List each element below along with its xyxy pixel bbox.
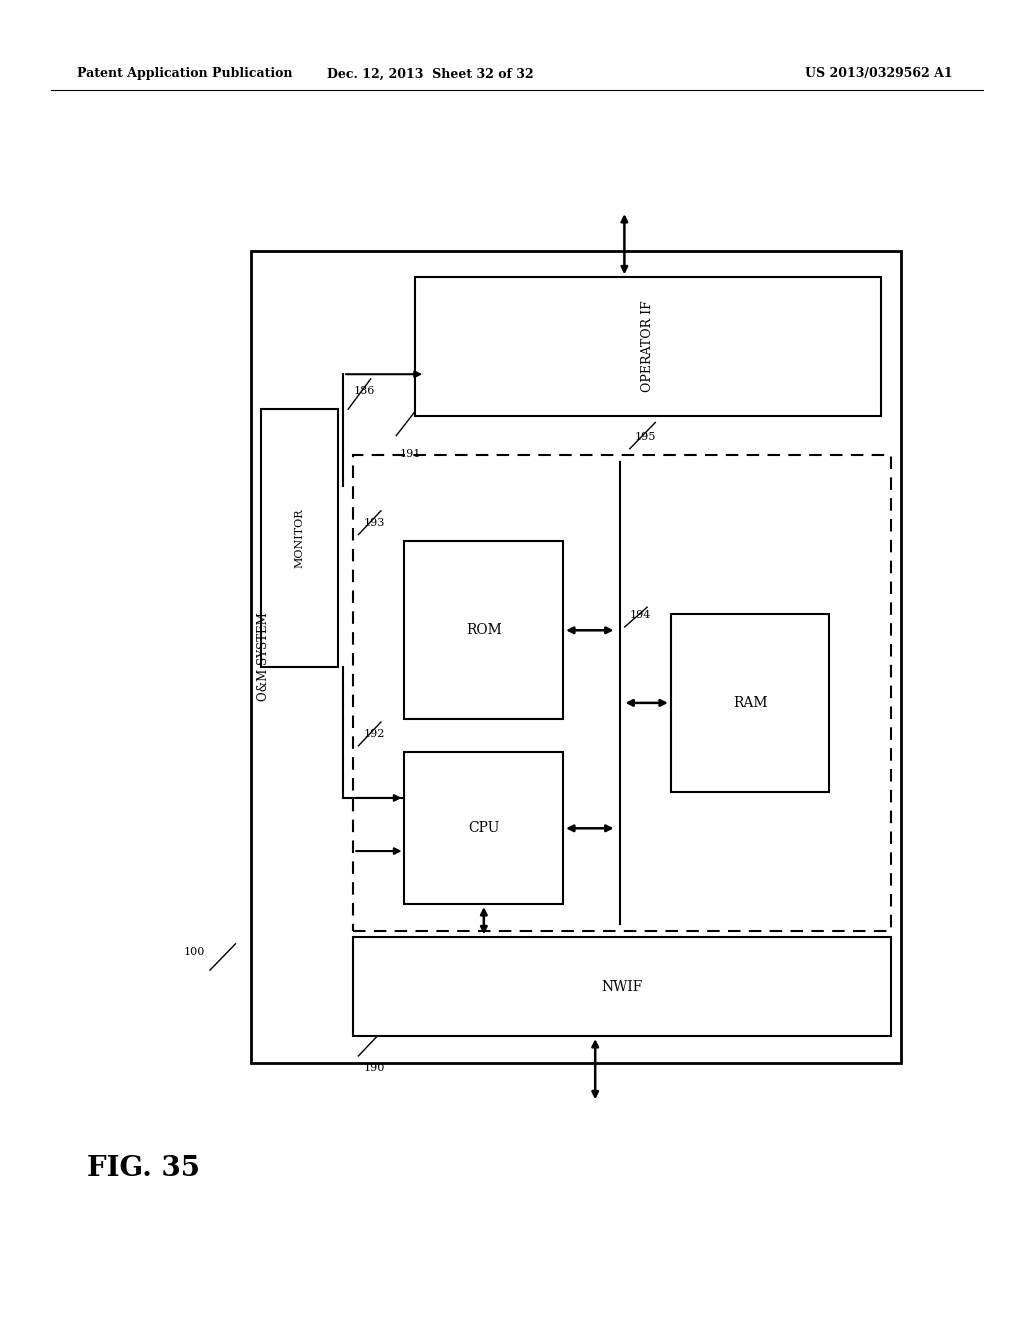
Text: 193: 193: [364, 517, 385, 528]
Text: O&M SYSTEM: O&M SYSTEM: [257, 612, 269, 701]
Bar: [671, 614, 829, 792]
Bar: [261, 409, 338, 667]
Bar: [404, 541, 563, 719]
Text: 194: 194: [630, 610, 651, 620]
Bar: [353, 455, 891, 931]
Text: 190: 190: [364, 1063, 385, 1073]
Text: 195: 195: [635, 432, 656, 442]
Text: MONITOR: MONITOR: [295, 508, 304, 568]
Text: NWIF: NWIF: [601, 979, 643, 994]
Bar: [251, 251, 901, 1063]
Text: 100: 100: [183, 946, 205, 957]
Text: Patent Application Publication: Patent Application Publication: [77, 67, 292, 81]
Text: 191: 191: [399, 449, 421, 459]
Text: FIG. 35: FIG. 35: [87, 1155, 200, 1181]
Text: RAM: RAM: [733, 696, 767, 710]
Text: 186: 186: [353, 385, 375, 396]
Text: ROM: ROM: [466, 623, 502, 638]
Bar: [415, 277, 881, 416]
Text: CPU: CPU: [468, 821, 500, 836]
Text: 192: 192: [364, 729, 385, 739]
Bar: [353, 937, 891, 1036]
Text: OPERATOR IF: OPERATOR IF: [641, 301, 654, 392]
Text: US 2013/0329562 A1: US 2013/0329562 A1: [805, 67, 952, 81]
Text: Dec. 12, 2013  Sheet 32 of 32: Dec. 12, 2013 Sheet 32 of 32: [327, 67, 534, 81]
Bar: [404, 752, 563, 904]
